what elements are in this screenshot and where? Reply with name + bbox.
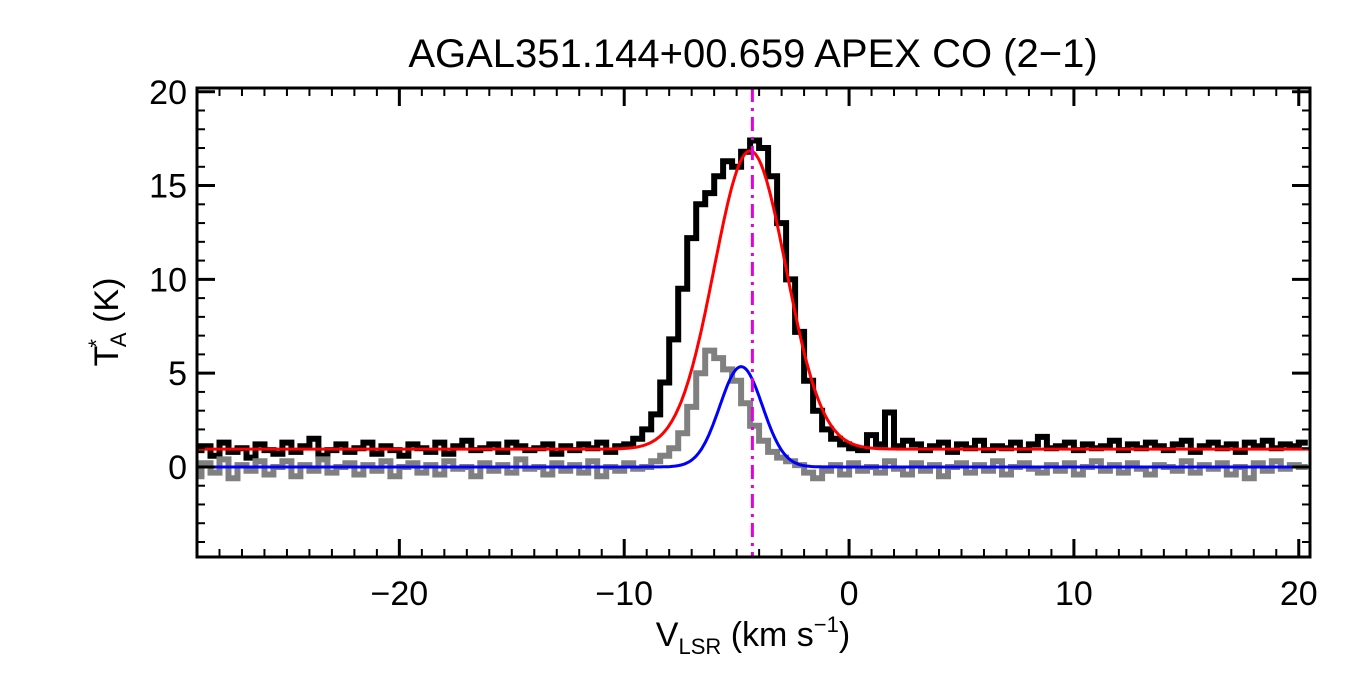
- x-axis-label: VLSR (km s−1): [656, 612, 850, 659]
- x-tick-label: 10: [1055, 575, 1093, 613]
- x-axis-label-main: V: [656, 616, 679, 654]
- x-axis-ticks: −20 −10 0 10 20: [196, 88, 1318, 613]
- plot-frame: [195, 86, 1312, 559]
- y-axis-label-main: T: [88, 346, 126, 367]
- x-tick-label: 20: [1280, 575, 1318, 613]
- chart-title: AGAL351.144+00.659 APEX CO (2−1): [408, 32, 1097, 76]
- y-tick-label: 0: [168, 449, 187, 487]
- y-axis-ticks: 0 5 10 15 20: [149, 74, 1310, 543]
- y-axis-label-sup: *: [84, 339, 109, 348]
- x-tick-label: −10: [595, 575, 653, 613]
- y-tick-label: 10: [149, 261, 187, 299]
- y-axis-label-unit: (K): [88, 278, 126, 333]
- y-axis-label-sub: A: [106, 332, 131, 347]
- y-tick-label: 15: [149, 168, 187, 206]
- spectrum-step-series-1: [197, 347, 1308, 482]
- y-tick-label: 5: [168, 355, 187, 393]
- y-axis-label: T*A (K): [84, 278, 131, 367]
- x-axis-label-sub: LSR: [678, 634, 721, 659]
- x-tick-label: −20: [371, 575, 429, 613]
- x-tick-label: 0: [840, 575, 859, 613]
- x-axis-label-sup: −1: [814, 612, 839, 637]
- plot-area: [195, 86, 1312, 559]
- x-axis-label-unit: (km s: [721, 616, 814, 654]
- y-tick-label: 20: [149, 74, 187, 112]
- x-axis-label-close: ): [839, 616, 850, 654]
